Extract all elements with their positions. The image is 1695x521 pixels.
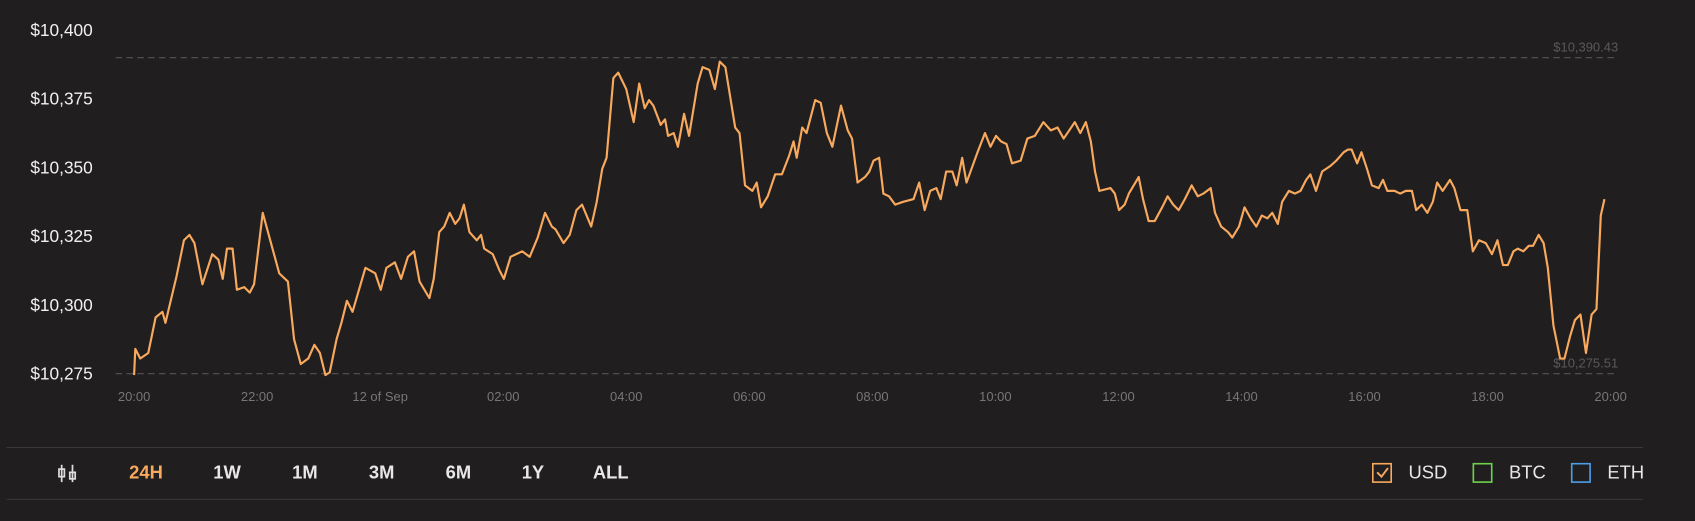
range-button[interactable]: ALL [593, 461, 629, 482]
range-button[interactable]: 24H [129, 461, 163, 482]
candle-icon [58, 464, 77, 483]
currency-checkbox[interactable] [1472, 462, 1493, 483]
x-tick-label: 18:00 [1471, 389, 1503, 404]
x-tick-label: 22:00 [241, 389, 273, 404]
checkmark [1376, 467, 1389, 479]
y-tick-label: $10,275 [30, 364, 92, 384]
x-tick-label: 08:00 [856, 389, 888, 404]
y-tick-label: $10,300 [30, 295, 92, 315]
x-tick-label: 06:00 [733, 389, 765, 404]
x-tick-label: 14:00 [1225, 389, 1257, 404]
y-tick-label: $10,325 [30, 226, 92, 246]
reference-label: $10,390.43 [1553, 39, 1618, 54]
currency-checkbox[interactable] [1372, 462, 1393, 483]
currency-label[interactable]: ETH [1607, 461, 1644, 482]
x-tick-label: 20:00 [118, 389, 150, 404]
y-tick-label: $10,375 [30, 89, 92, 109]
x-tick-label: 02:00 [487, 389, 519, 404]
range-button[interactable]: 6M [446, 461, 472, 482]
x-tick-label: 20:00 [1594, 389, 1626, 404]
x-tick-label: 04:00 [610, 389, 642, 404]
x-tick-label: 12 of Sep [352, 389, 408, 404]
range-button[interactable]: 1Y [522, 461, 544, 482]
x-tick-label: 12:00 [1102, 389, 1134, 404]
price-line [133, 60, 1606, 377]
y-tick-label: $10,400 [30, 20, 92, 40]
reference-label: $10,275.51 [1553, 355, 1618, 370]
range-button[interactable]: 1M [292, 461, 318, 482]
currency-label[interactable]: USD [1408, 461, 1447, 482]
currency-label[interactable]: BTC [1509, 461, 1546, 482]
range-button[interactable]: 1W [213, 461, 241, 482]
x-tick-label: 10:00 [979, 389, 1011, 404]
x-tick-label: 16:00 [1348, 389, 1380, 404]
range-button[interactable]: 3M [369, 461, 395, 482]
currency-checkbox[interactable] [1570, 462, 1591, 483]
y-tick-label: $10,350 [30, 157, 92, 177]
